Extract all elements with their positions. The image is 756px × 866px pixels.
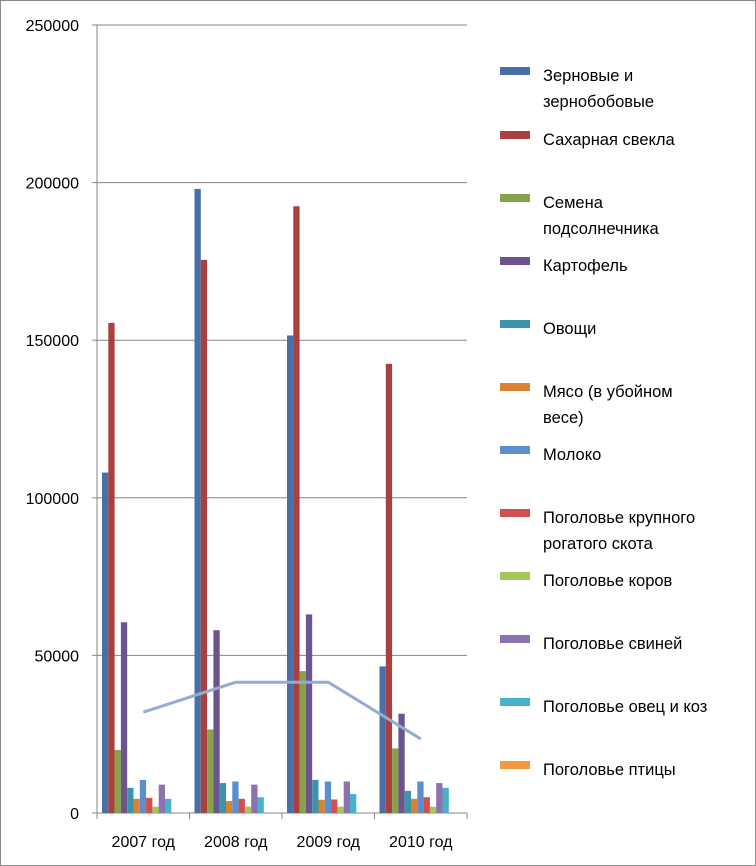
- bar: [429, 806, 437, 813]
- legend-swatch: [500, 446, 530, 454]
- legend-swatch: [500, 698, 530, 706]
- bar: [238, 798, 245, 813]
- legend-label: зернобобовые: [543, 93, 654, 111]
- legend-label: Поголовье птицы: [543, 761, 676, 779]
- y-tick-label: 50000: [35, 648, 80, 665]
- bar: [398, 713, 405, 813]
- bar: [312, 779, 319, 813]
- bar: [379, 666, 386, 813]
- bar: [331, 799, 338, 813]
- x-tick-label: 2009 год: [297, 834, 361, 851]
- bar: [318, 799, 325, 813]
- legend-swatch: [500, 383, 530, 391]
- y-tick-label: 200000: [26, 176, 79, 193]
- bar: [108, 322, 115, 813]
- trend-line: [142, 680, 422, 741]
- bar: [146, 797, 153, 813]
- legend-label: подсолнечника: [543, 220, 660, 238]
- legend-swatch: [500, 761, 530, 769]
- bar: [442, 787, 449, 813]
- bar: [417, 781, 424, 813]
- bar: [350, 794, 357, 813]
- bar: [213, 630, 220, 813]
- bar: [287, 335, 294, 813]
- bar: [404, 790, 411, 813]
- legend-swatch: [500, 67, 530, 75]
- bar: [436, 783, 443, 813]
- legend-label: Зерновые и: [543, 67, 633, 85]
- bar: [207, 729, 214, 813]
- bar: [299, 671, 306, 813]
- legend-swatch: [500, 320, 530, 328]
- bar: [251, 784, 258, 813]
- legend-label: Поголовье крупного: [543, 509, 695, 527]
- bar: [392, 748, 399, 813]
- legend-label: Поголовье свиней: [543, 635, 682, 653]
- legend-label: Поголовье овец и коз: [543, 698, 707, 716]
- x-tick-label: 2007 год: [112, 834, 176, 851]
- legend-swatch: [500, 572, 530, 580]
- bar: [133, 798, 140, 813]
- legend-swatch: [500, 257, 530, 265]
- legend-swatch: [500, 635, 530, 643]
- bar: [423, 797, 430, 813]
- y-tick-label: 150000: [26, 333, 79, 350]
- bar: [120, 622, 128, 813]
- legend-label: рогатого скота: [543, 535, 654, 553]
- bar: [139, 779, 147, 813]
- legend-label: Мясо (в убойном: [543, 383, 673, 401]
- bar: [102, 472, 109, 813]
- bar: [232, 781, 239, 813]
- legend-swatch: [500, 131, 530, 139]
- bar: [114, 749, 121, 813]
- y-tick-label: 0: [70, 806, 79, 823]
- bar: [293, 206, 300, 814]
- bar: [324, 781, 332, 813]
- legend-label: Поголовье коров: [543, 572, 673, 590]
- bar: [257, 797, 264, 813]
- bar: [305, 614, 313, 813]
- bar: [158, 784, 165, 813]
- bar: [244, 806, 252, 813]
- x-tick-label: 2008 год: [204, 834, 268, 851]
- legend-swatch: [500, 194, 530, 202]
- legend-label: Картофель: [543, 257, 628, 275]
- bar: [226, 801, 233, 813]
- legend-label: весе): [543, 409, 584, 427]
- bar: [337, 806, 344, 813]
- bar: [219, 783, 226, 813]
- bar: [127, 787, 134, 813]
- bar: [165, 798, 172, 813]
- bar: [385, 363, 393, 813]
- bar: [343, 781, 350, 813]
- bar: [411, 798, 418, 813]
- legend-label: Семена: [543, 194, 604, 212]
- legend-label: Сахарная свекла: [543, 131, 676, 149]
- y-tick-label: 250000: [26, 18, 79, 35]
- bar: [194, 188, 201, 814]
- x-tick-label: 2010 год: [389, 834, 453, 851]
- bar: [152, 806, 159, 813]
- y-tick-label: 100000: [26, 491, 79, 508]
- bar: [200, 259, 208, 814]
- legend-swatch: [500, 509, 530, 517]
- legend-label: Молоко: [543, 446, 601, 464]
- legend-label: Овощи: [543, 320, 596, 338]
